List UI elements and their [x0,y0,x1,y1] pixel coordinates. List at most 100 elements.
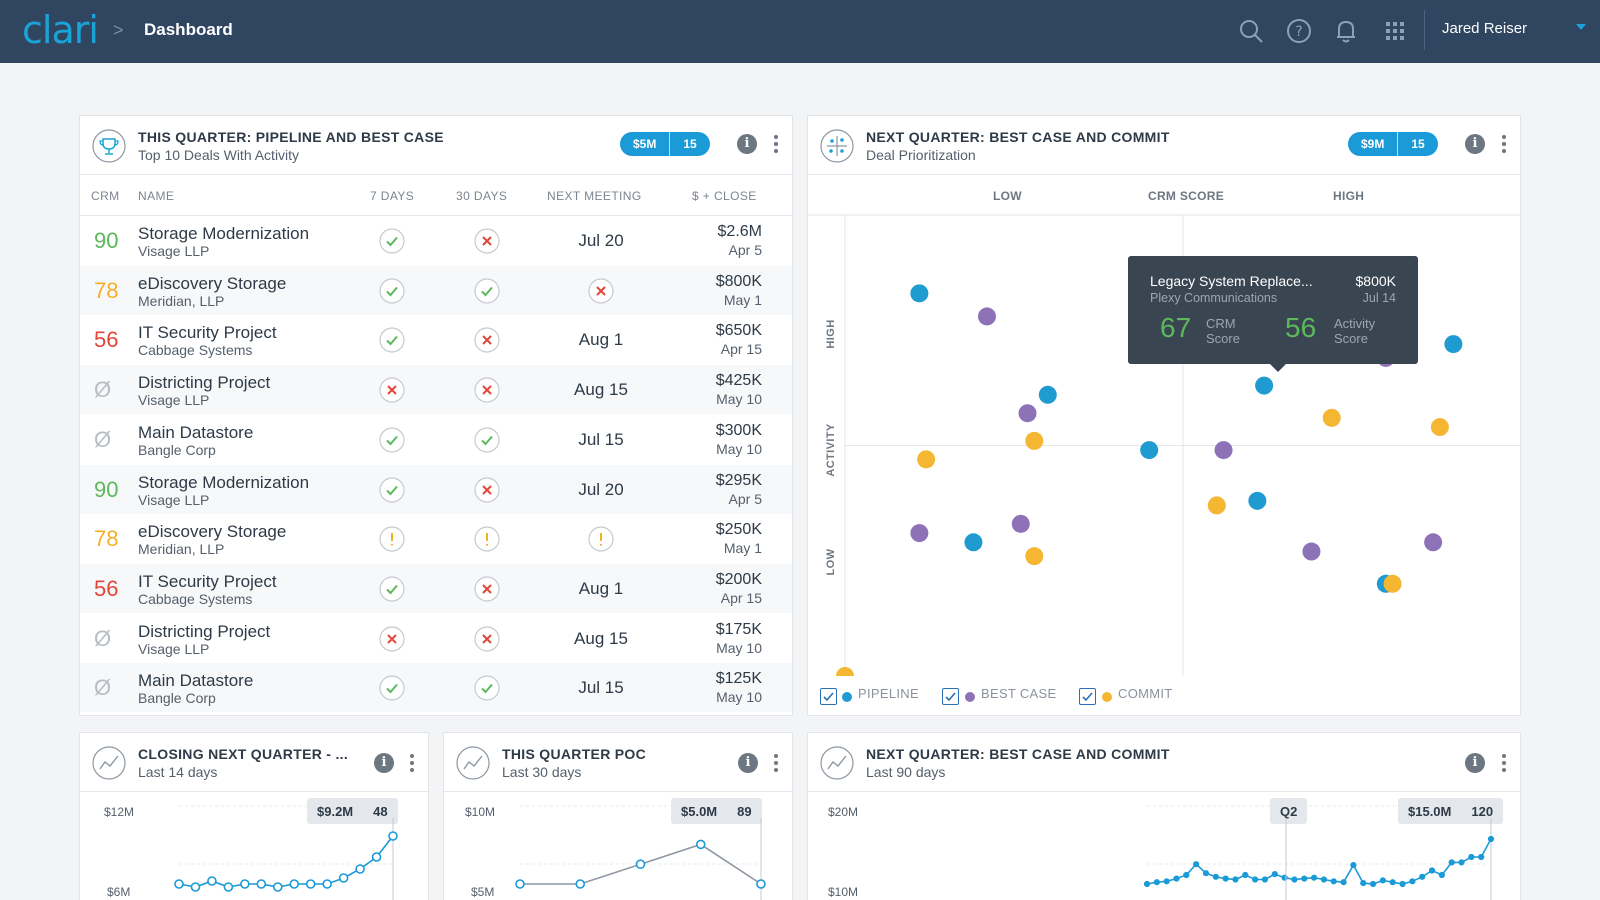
deal-name[interactable]: Main Datastore [138,671,254,691]
pipeline-checkbox[interactable] [820,688,837,705]
table-row[interactable]: Ø Districting Project Visage LLP Aug 15 $175… [80,614,792,663]
data-point[interactable] [1163,878,1170,885]
deal-name[interactable]: Storage Modernization [138,472,310,492]
data-point[interactable] [190,882,201,892]
pipeline-point[interactable] [910,284,929,303]
data-point[interactable] [756,879,766,889]
info-icon[interactable]: i [374,753,394,773]
data-point[interactable] [1478,853,1485,861]
data-point[interactable] [1153,879,1160,886]
pipeline-point[interactable] [1248,491,1267,510]
deal-name[interactable]: eDiscovery Storage [138,522,287,542]
pipeline-point[interactable] [1140,441,1159,460]
more-options-icon[interactable] [1501,752,1507,774]
data-point[interactable] [1202,870,1210,877]
info-icon[interactable]: i [737,134,757,154]
table-row[interactable]: 78 eDiscovery Storage Meridian, LLP $250K Ma… [80,514,792,563]
data-point[interactable] [1487,835,1495,843]
best-case-legend-label[interactable]: BEST CASE [981,686,1057,701]
data-point[interactable] [1301,875,1308,882]
data-point[interactable] [240,879,250,889]
deal-name[interactable]: Districting Project [138,373,271,393]
data-point[interactable] [1438,871,1445,879]
column-header-crm[interactable]: CRM [91,189,120,203]
pipeline-legend-label[interactable]: PIPELINE [858,686,919,701]
data-point[interactable] [256,879,267,889]
table-row[interactable]: Ø Districting Project Visage LLP Aug 15 $425… [80,365,792,415]
best-case-point[interactable] [910,524,929,543]
data-point[interactable] [1399,880,1406,888]
data-point[interactable] [1360,879,1367,887]
deal-name[interactable]: IT Security Project [138,571,277,591]
data-point[interactable] [1369,880,1377,888]
best-case-point[interactable] [977,307,996,326]
more-options-icon[interactable] [1501,133,1507,155]
data-point[interactable] [695,839,706,850]
column-header-amount-close[interactable]: $ + CLOSE [692,189,757,203]
data-point[interactable] [1261,876,1269,883]
commit-point[interactable] [1383,574,1402,593]
deals-summary-pill[interactable]: $5M 15 [620,132,710,156]
data-point[interactable] [305,879,316,889]
search-icon[interactable] [1236,16,1266,46]
table-row[interactable]: 56 IT Security Project Cabbage Systems Aug … [80,315,792,364]
table-row[interactable]: 78 eDiscovery Storage Meridian, LLP $800K Ma… [80,265,792,315]
data-point[interactable] [289,879,300,889]
data-point[interactable] [1419,873,1426,880]
apps-grid-icon[interactable] [1380,16,1410,46]
more-options-icon[interactable] [773,752,779,774]
data-point[interactable] [1212,873,1219,880]
data-point[interactable] [515,879,525,889]
data-point[interactable] [1428,867,1436,874]
more-options-icon[interactable] [409,752,415,774]
data-point[interactable] [1320,876,1328,883]
data-point[interactable] [1330,878,1337,885]
data-point[interactable] [1232,876,1239,883]
table-row[interactable]: 90 Storage Modernization Visage LLP Jul 20 $… [80,464,792,514]
data-point[interactable] [1173,875,1180,882]
best-case-point[interactable] [1424,533,1443,552]
help-icon[interactable]: ? [1284,16,1314,46]
data-point[interactable] [388,831,398,841]
data-point[interactable] [1143,880,1151,888]
data-point[interactable] [1468,853,1475,861]
commit-point[interactable] [1025,431,1044,450]
data-point[interactable] [1389,879,1396,886]
column-header-next-meeting[interactable]: NEXT MEETING [547,189,642,203]
best-case-point[interactable] [1011,514,1030,533]
commit-point[interactable] [836,667,854,676]
data-point[interactable] [1193,861,1200,868]
pipeline-point[interactable] [1444,335,1463,354]
data-point[interactable] [1409,878,1416,885]
clari-logo[interactable]: clari [22,8,99,52]
commit-point[interactable] [1322,408,1341,427]
pipeline-point[interactable] [964,533,983,552]
data-point[interactable] [1242,871,1249,879]
best-case-point[interactable] [1214,441,1233,460]
best-case-point[interactable] [1302,542,1321,561]
bell-icon[interactable] [1331,16,1361,46]
more-options-icon[interactable] [773,133,779,155]
scatter-summary-pill[interactable]: $9M 15 [1348,132,1438,156]
pipeline-point[interactable] [1255,376,1274,395]
breadcrumb-dashboard[interactable]: Dashboard [144,20,233,39]
deal-name[interactable]: IT Security Project [138,323,277,343]
column-header-7-days[interactable]: 7 DAYS [370,189,415,203]
data-point[interactable] [1183,871,1190,879]
user-name[interactable]: Jared Reiser [1442,20,1528,37]
data-point[interactable] [371,852,382,862]
best-case-checkbox[interactable] [942,688,959,705]
commit-point[interactable] [917,450,936,469]
deal-name[interactable]: Districting Project [138,621,271,641]
table-row[interactable]: Ø Main Datastore Bangle Corp Jul 15 $300K May… [80,415,792,464]
data-point[interactable] [1271,870,1278,878]
data-point[interactable] [1310,874,1318,881]
commit-point[interactable] [1025,547,1044,566]
column-header-name[interactable]: NAME [138,189,175,203]
data-point[interactable] [635,859,646,869]
table-row[interactable]: 90 Storage Modernization Visage LLP Jul 20 $… [80,216,792,265]
table-row[interactable]: Ø Main Datastore Bangle Corp Jul 15 $125K May… [80,663,792,713]
column-header-30-days[interactable]: 30 DAYS [456,189,508,203]
data-point[interactable] [1222,875,1229,882]
data-point[interactable] [1458,859,1465,866]
